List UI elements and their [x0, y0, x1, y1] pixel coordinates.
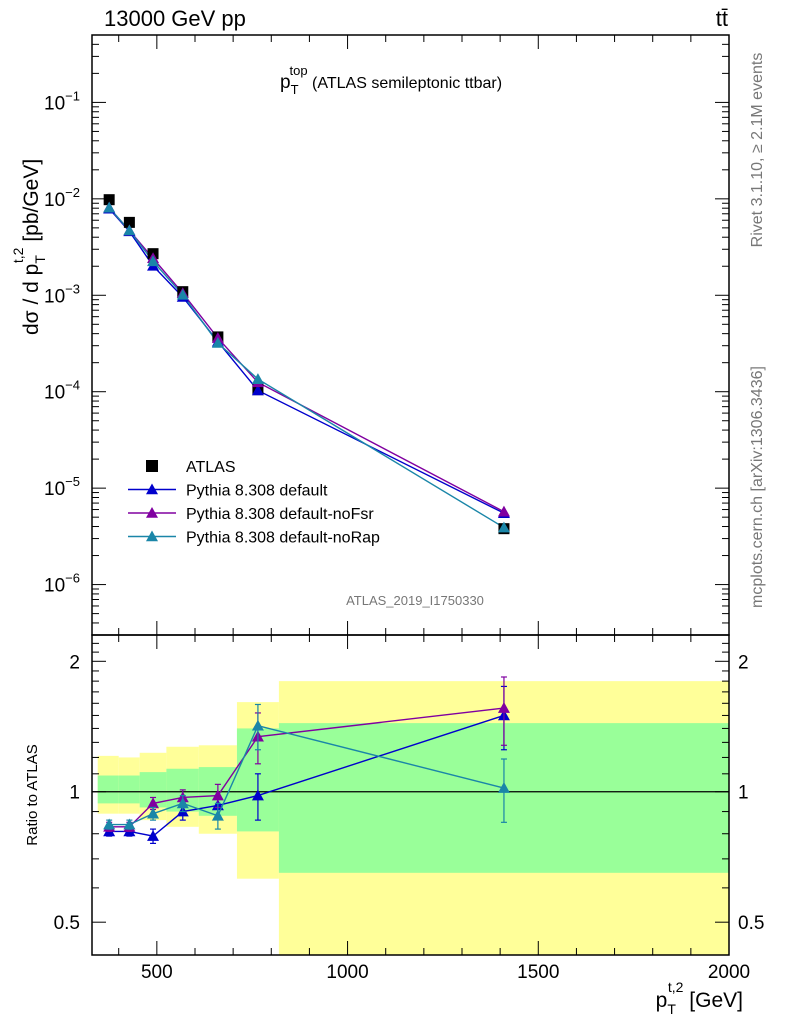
ratio-y-tick-label-left: 1 — [69, 783, 80, 804]
y-tick-label: 10−5 — [44, 474, 80, 500]
ratio-point — [251, 719, 264, 731]
legend-marker — [146, 460, 158, 472]
ratio-point — [176, 797, 189, 809]
ratio-plot-area — [92, 681, 729, 955]
x-axis-label: pTt,2 [GeV] — [656, 979, 743, 1017]
data-point-mc — [497, 521, 510, 533]
analysis-id-label: ATLAS_2019_I1750330 — [346, 593, 484, 608]
y-tick-label: 10−4 — [44, 378, 80, 404]
series-line — [108, 207, 505, 529]
y-tick-label: 10−1 — [44, 88, 80, 114]
legend-label: Pythia 8.308 default-noFsr — [186, 506, 374, 523]
data-point-mc — [211, 336, 224, 348]
legend-marker — [146, 530, 158, 542]
data-point-mc — [103, 201, 116, 213]
legend-marker — [146, 483, 158, 495]
ratio-point — [103, 818, 116, 830]
legend-label: Pythia 8.308 default-noRap — [186, 530, 380, 547]
legend-marker — [146, 507, 158, 518]
mcplots-label: mcplots.cern.ch [arXiv:1306.3436] — [749, 366, 766, 608]
series-line — [108, 208, 505, 514]
uncertainty-band-stat — [118, 775, 140, 804]
ratio-y-tick-label-left: 2 — [69, 652, 80, 673]
ratio-plot-frame — [91, 634, 730, 956]
y-tick-label: 10−2 — [44, 185, 80, 211]
ratio-point — [123, 818, 136, 830]
uncertainty-band-stat — [97, 775, 119, 804]
main-y-axis-label: dσ / d pTt,2 [pb/GeV] — [10, 159, 48, 335]
series-line — [108, 207, 505, 513]
ratio-y-axis-label: Ratio to ATLAS — [24, 744, 41, 845]
ratio-point — [147, 797, 160, 809]
ratio-point — [497, 782, 510, 793]
data-point-mc — [176, 288, 189, 300]
data-point-mc — [123, 224, 136, 236]
main-title: pTtop (ATLAS semileptonic ttbar) — [280, 63, 502, 97]
data-point-atlas — [123, 216, 135, 228]
y-tick-label: 10−3 — [44, 281, 80, 307]
data-point-mc — [251, 373, 264, 384]
energy-label: 13000 GeV pp — [104, 6, 246, 31]
x-tick-label: 500 — [141, 962, 173, 983]
ratio-point — [497, 702, 510, 713]
process-label: tt̄ — [716, 6, 728, 31]
ratio-y-tick-label-right: 1 — [738, 783, 749, 804]
data-point-atlas — [103, 194, 115, 206]
ratio-plot-axes: 0.5 0.5 1 1 2 2 500 1000 1500 2000 — [54, 635, 764, 983]
ratio-point — [251, 789, 264, 801]
legend-label: Pythia 8.308 default — [186, 483, 328, 500]
legend-label: ATLAS — [186, 459, 236, 476]
x-tick-label: 1000 — [326, 962, 368, 983]
ratio-y-tick-label-right: 0.5 — [738, 913, 764, 934]
ratio-point — [147, 830, 160, 841]
y-tick-label: 10−6 — [44, 571, 80, 597]
ratio-y-tick-label-right: 2 — [738, 652, 749, 673]
data-point-mc — [497, 505, 510, 517]
x-tick-label: 1500 — [517, 962, 559, 983]
ratio-plot-marks — [103, 676, 510, 844]
ratio-point — [211, 809, 224, 821]
x-tick-label: 2000 — [708, 962, 750, 983]
legend: ATLAS Pythia 8.308 default Pythia 8.308 de… — [128, 459, 380, 547]
ratio-point — [211, 789, 224, 801]
ratio-point — [147, 807, 160, 819]
data-point-mc — [147, 255, 160, 267]
rivet-version-label: Rivet 3.1.10, ≥ 2.1M events — [749, 53, 766, 248]
ratio-y-tick-label-left: 0.5 — [54, 913, 80, 934]
main-plot-marks — [103, 194, 510, 535]
main-plot-axes: 10−6 10−5 10−4 10−3 10−2 10−1 — [44, 34, 730, 636]
data-point-mc — [251, 384, 264, 396]
